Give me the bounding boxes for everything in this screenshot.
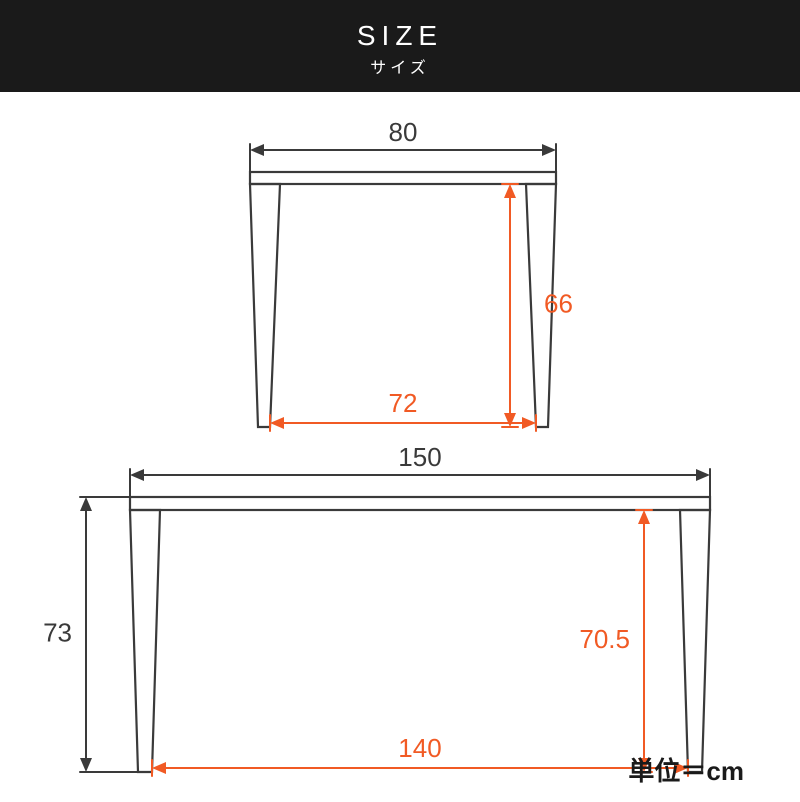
svg-text:150: 150 — [398, 442, 441, 472]
header-bar: SIZE サイズ — [0, 0, 800, 92]
svg-text:66: 66 — [544, 288, 573, 318]
units-label: 単位＝cm — [628, 751, 744, 788]
svg-text:70.5: 70.5 — [579, 624, 630, 654]
svg-text:80: 80 — [389, 117, 418, 147]
diagram-canvas: 80 66 72 150 73 70.5 140 単位＝cm — [0, 92, 800, 802]
svg-text:140: 140 — [398, 733, 441, 763]
svg-text:73: 73 — [43, 617, 72, 647]
svg-text:72: 72 — [389, 388, 418, 418]
header-subtitle: サイズ — [0, 54, 800, 78]
header-title: SIZE — [0, 20, 800, 52]
